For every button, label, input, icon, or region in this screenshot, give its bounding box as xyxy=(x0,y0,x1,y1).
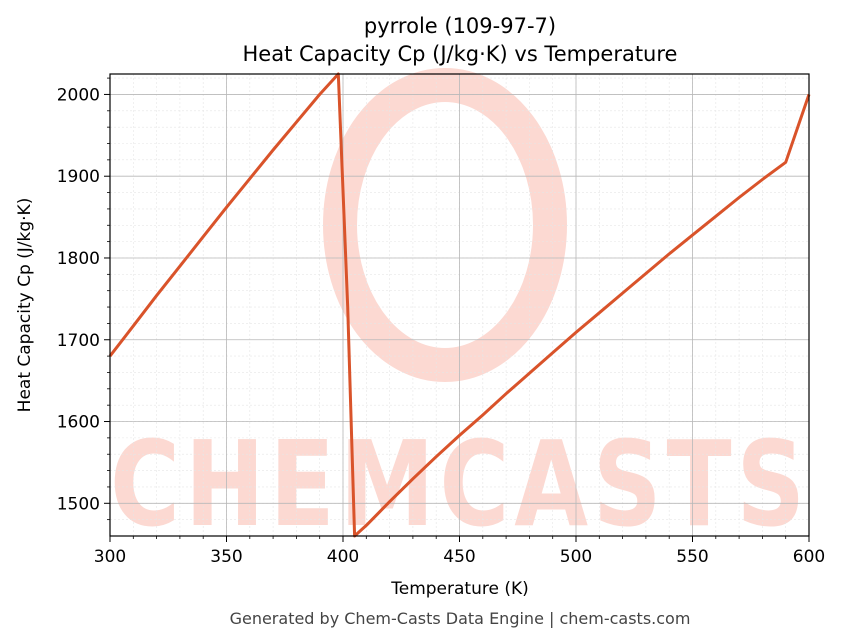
y-tick-label: 1900 xyxy=(57,167,100,187)
y-tick-label: 1600 xyxy=(57,413,100,433)
watermark-logo: CHEMCASTS xyxy=(110,68,804,553)
x-tick-label: 450 xyxy=(443,547,475,567)
y-tick-label: 2000 xyxy=(57,85,100,105)
x-tick-label: 350 xyxy=(210,547,242,567)
footer-credit: Generated by Chem-Casts Data Engine | ch… xyxy=(230,609,691,628)
chart-title: pyrrole (109-97-7) xyxy=(364,14,556,38)
series-line xyxy=(108,72,811,538)
x-axis-label: Temperature (K) xyxy=(390,579,529,599)
y-tick-label: 1700 xyxy=(57,331,100,351)
x-tick-label: 550 xyxy=(676,547,708,567)
y-tick-label: 1500 xyxy=(57,494,100,514)
x-tick-label: 500 xyxy=(560,547,592,567)
y-axis-label: Heat Capacity Cp (J/kg·K) xyxy=(15,198,35,413)
x-tick-label: 400 xyxy=(327,547,359,567)
x-tick-label: 600 xyxy=(793,547,825,567)
y-tick-label: 1800 xyxy=(57,249,100,269)
x-tick-label: 300 xyxy=(94,547,126,567)
chart-subtitle: Heat Capacity Cp (J/kg·K) vs Temperature xyxy=(243,42,678,66)
x-axis: 300 350 400 450 500 550 600 xyxy=(94,536,825,567)
y-axis: 1500 1600 1700 1800 1900 2000 xyxy=(57,77,110,521)
